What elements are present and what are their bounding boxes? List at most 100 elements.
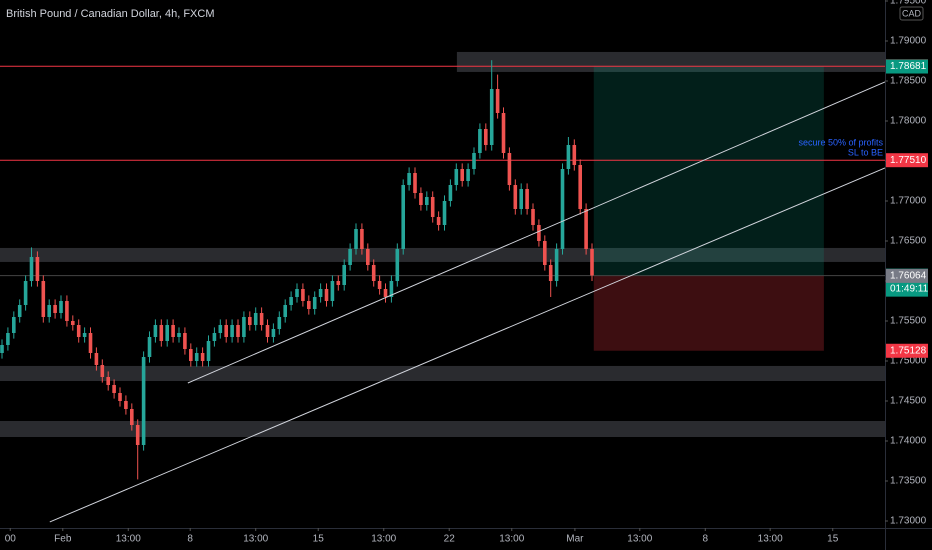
candle-body (165, 325, 170, 341)
candle-body (248, 317, 252, 325)
candle-body (159, 325, 164, 341)
candle-body (578, 165, 583, 209)
candle-body (383, 289, 388, 297)
candle-body (519, 189, 524, 209)
price-label-bg (886, 268, 928, 283)
candle-body (318, 289, 323, 297)
candle-body (124, 401, 128, 409)
candle-body (307, 301, 311, 309)
candle-body (537, 225, 541, 241)
x-tick-label: 13:00 (499, 534, 524, 545)
candle-body (395, 249, 400, 281)
zone (0, 421, 885, 437)
chart-title: British Pound / Canadian Dollar, 4h, FXC… (6, 8, 215, 20)
candle-body (259, 313, 264, 325)
candle-body (442, 201, 447, 225)
x-tick-label: 8 (187, 534, 193, 545)
x-tick-label: 13:00 (758, 534, 783, 545)
candle-body (283, 305, 288, 317)
candle-body (566, 145, 571, 169)
candle-body (590, 249, 594, 276)
candle-body (454, 169, 459, 185)
candle-body (460, 169, 465, 181)
candle-body (572, 145, 577, 165)
candle-body (183, 333, 187, 349)
candle-body (6, 333, 10, 345)
candle-body (47, 305, 52, 317)
y-tick-label: 1.78000 (890, 116, 927, 127)
candle-body (371, 265, 376, 281)
candle-body (495, 89, 500, 113)
candle-body (253, 313, 258, 325)
candle-body (59, 301, 63, 313)
candle-body (401, 185, 406, 249)
candle-body (41, 281, 46, 317)
candle-body (71, 321, 75, 325)
x-tick-label: 13:00 (371, 534, 396, 545)
candle-body (419, 193, 423, 205)
candle-body (265, 325, 270, 337)
candle-body (230, 325, 234, 337)
candle-body (478, 129, 482, 153)
y-tick-label: 1.76500 (890, 236, 927, 247)
candle-body (584, 209, 588, 249)
candle-body (35, 257, 40, 281)
x-tick-label: 13:00 (627, 534, 652, 545)
x-tick-label: 8 (703, 534, 709, 545)
y-tick-label: 1.74000 (890, 436, 927, 447)
price-label: 1.78681 (890, 61, 927, 72)
candle-body (82, 333, 87, 337)
candle-body (336, 281, 341, 285)
candle-body (17, 305, 22, 317)
candle-body (141, 357, 146, 445)
candle-body (277, 317, 282, 329)
candle-body (289, 297, 293, 305)
x-tick-label: 13:00 (116, 534, 141, 545)
candle-body (484, 129, 488, 145)
price-label: 1.75128 (890, 345, 927, 356)
time-axis (0, 528, 885, 550)
y-tick-label: 1.73500 (890, 476, 927, 487)
candle-body (330, 281, 335, 301)
y-tick-label: 1.79000 (890, 36, 927, 47)
candle-body (501, 113, 506, 153)
x-tick-label: 22 (444, 534, 456, 545)
candle-body (413, 173, 417, 193)
zone (0, 247, 885, 262)
x-tick-label: Mar (566, 534, 584, 545)
candle-body (177, 333, 181, 337)
candle-body (543, 241, 547, 265)
candle-body (407, 173, 411, 185)
candle-body (65, 301, 69, 321)
stop-zone (593, 275, 824, 351)
candle-body (76, 325, 81, 337)
annotation: secure 50% of profits (798, 137, 883, 147)
y-tick-label: 1.79500 (890, 0, 927, 7)
y-tick-label: 1.75500 (890, 316, 927, 327)
x-tick-label: Feb (54, 534, 72, 545)
price-label-bg (886, 153, 928, 168)
candle-body (100, 365, 105, 377)
currency: CAD (902, 8, 922, 18)
candle-body (436, 217, 441, 225)
candle-body (23, 281, 28, 305)
candle-body (106, 377, 111, 385)
candle-body (189, 349, 193, 361)
candle-body (147, 337, 152, 357)
candle-body (218, 325, 223, 333)
y-tick-label: 1.77000 (890, 196, 927, 207)
trendline (187, 81, 886, 384)
candle-body (466, 169, 470, 181)
candle-body (0, 345, 4, 353)
trendline (49, 167, 886, 523)
candle-body (342, 265, 347, 285)
candle-body (513, 185, 518, 209)
x-tick-label: 15 (313, 534, 325, 545)
candle-body (448, 185, 453, 201)
candle-body (472, 153, 476, 169)
x-tick-label: 13:00 (243, 534, 268, 545)
y-tick-label: 1.73000 (890, 516, 927, 527)
candle-body (194, 353, 199, 361)
price-label-bg (886, 343, 928, 358)
